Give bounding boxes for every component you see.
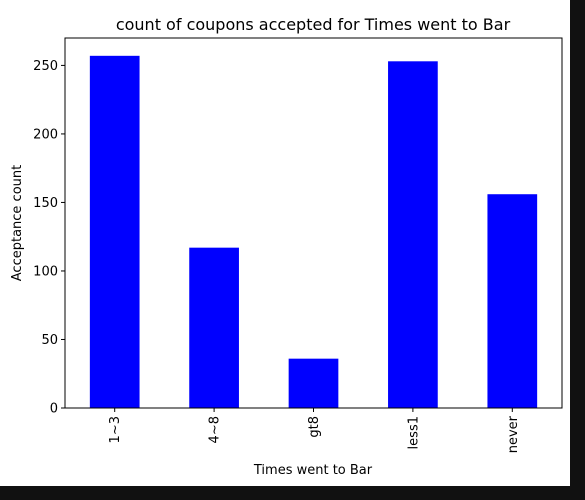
x-tick-label: never (506, 415, 521, 453)
plot-frame (64, 37, 563, 409)
y-tick-label: 150 (33, 196, 58, 211)
x-tick-label: 4~8 (208, 416, 223, 443)
x-tick-label: less1 (406, 416, 421, 449)
chart-title: count of coupons accepted for Times went… (116, 15, 511, 34)
chart-figure: count of coupons accepted for Times went… (0, 0, 570, 486)
y-tick-label: 50 (41, 333, 58, 348)
bar-gt8 (288, 358, 339, 408)
bar-chart: count of coupons accepted for Times went… (10, 15, 563, 478)
x-tick-label: gt8 (307, 416, 322, 438)
y-axis-label: Acceptance count (10, 165, 25, 281)
y-tick-label: 200 (33, 127, 58, 142)
y-tick-label: 100 (33, 264, 58, 279)
bar-less1 (388, 61, 438, 408)
x-axis-label: Times went to Bar (253, 463, 373, 478)
bar-1~3 (89, 55, 140, 408)
x-tick-label: 1~3 (108, 416, 123, 443)
y-tick-label: 0 (50, 402, 58, 417)
y-tick-label: 250 (33, 59, 58, 74)
bar-4~8 (189, 247, 239, 408)
bar-never (487, 194, 538, 408)
